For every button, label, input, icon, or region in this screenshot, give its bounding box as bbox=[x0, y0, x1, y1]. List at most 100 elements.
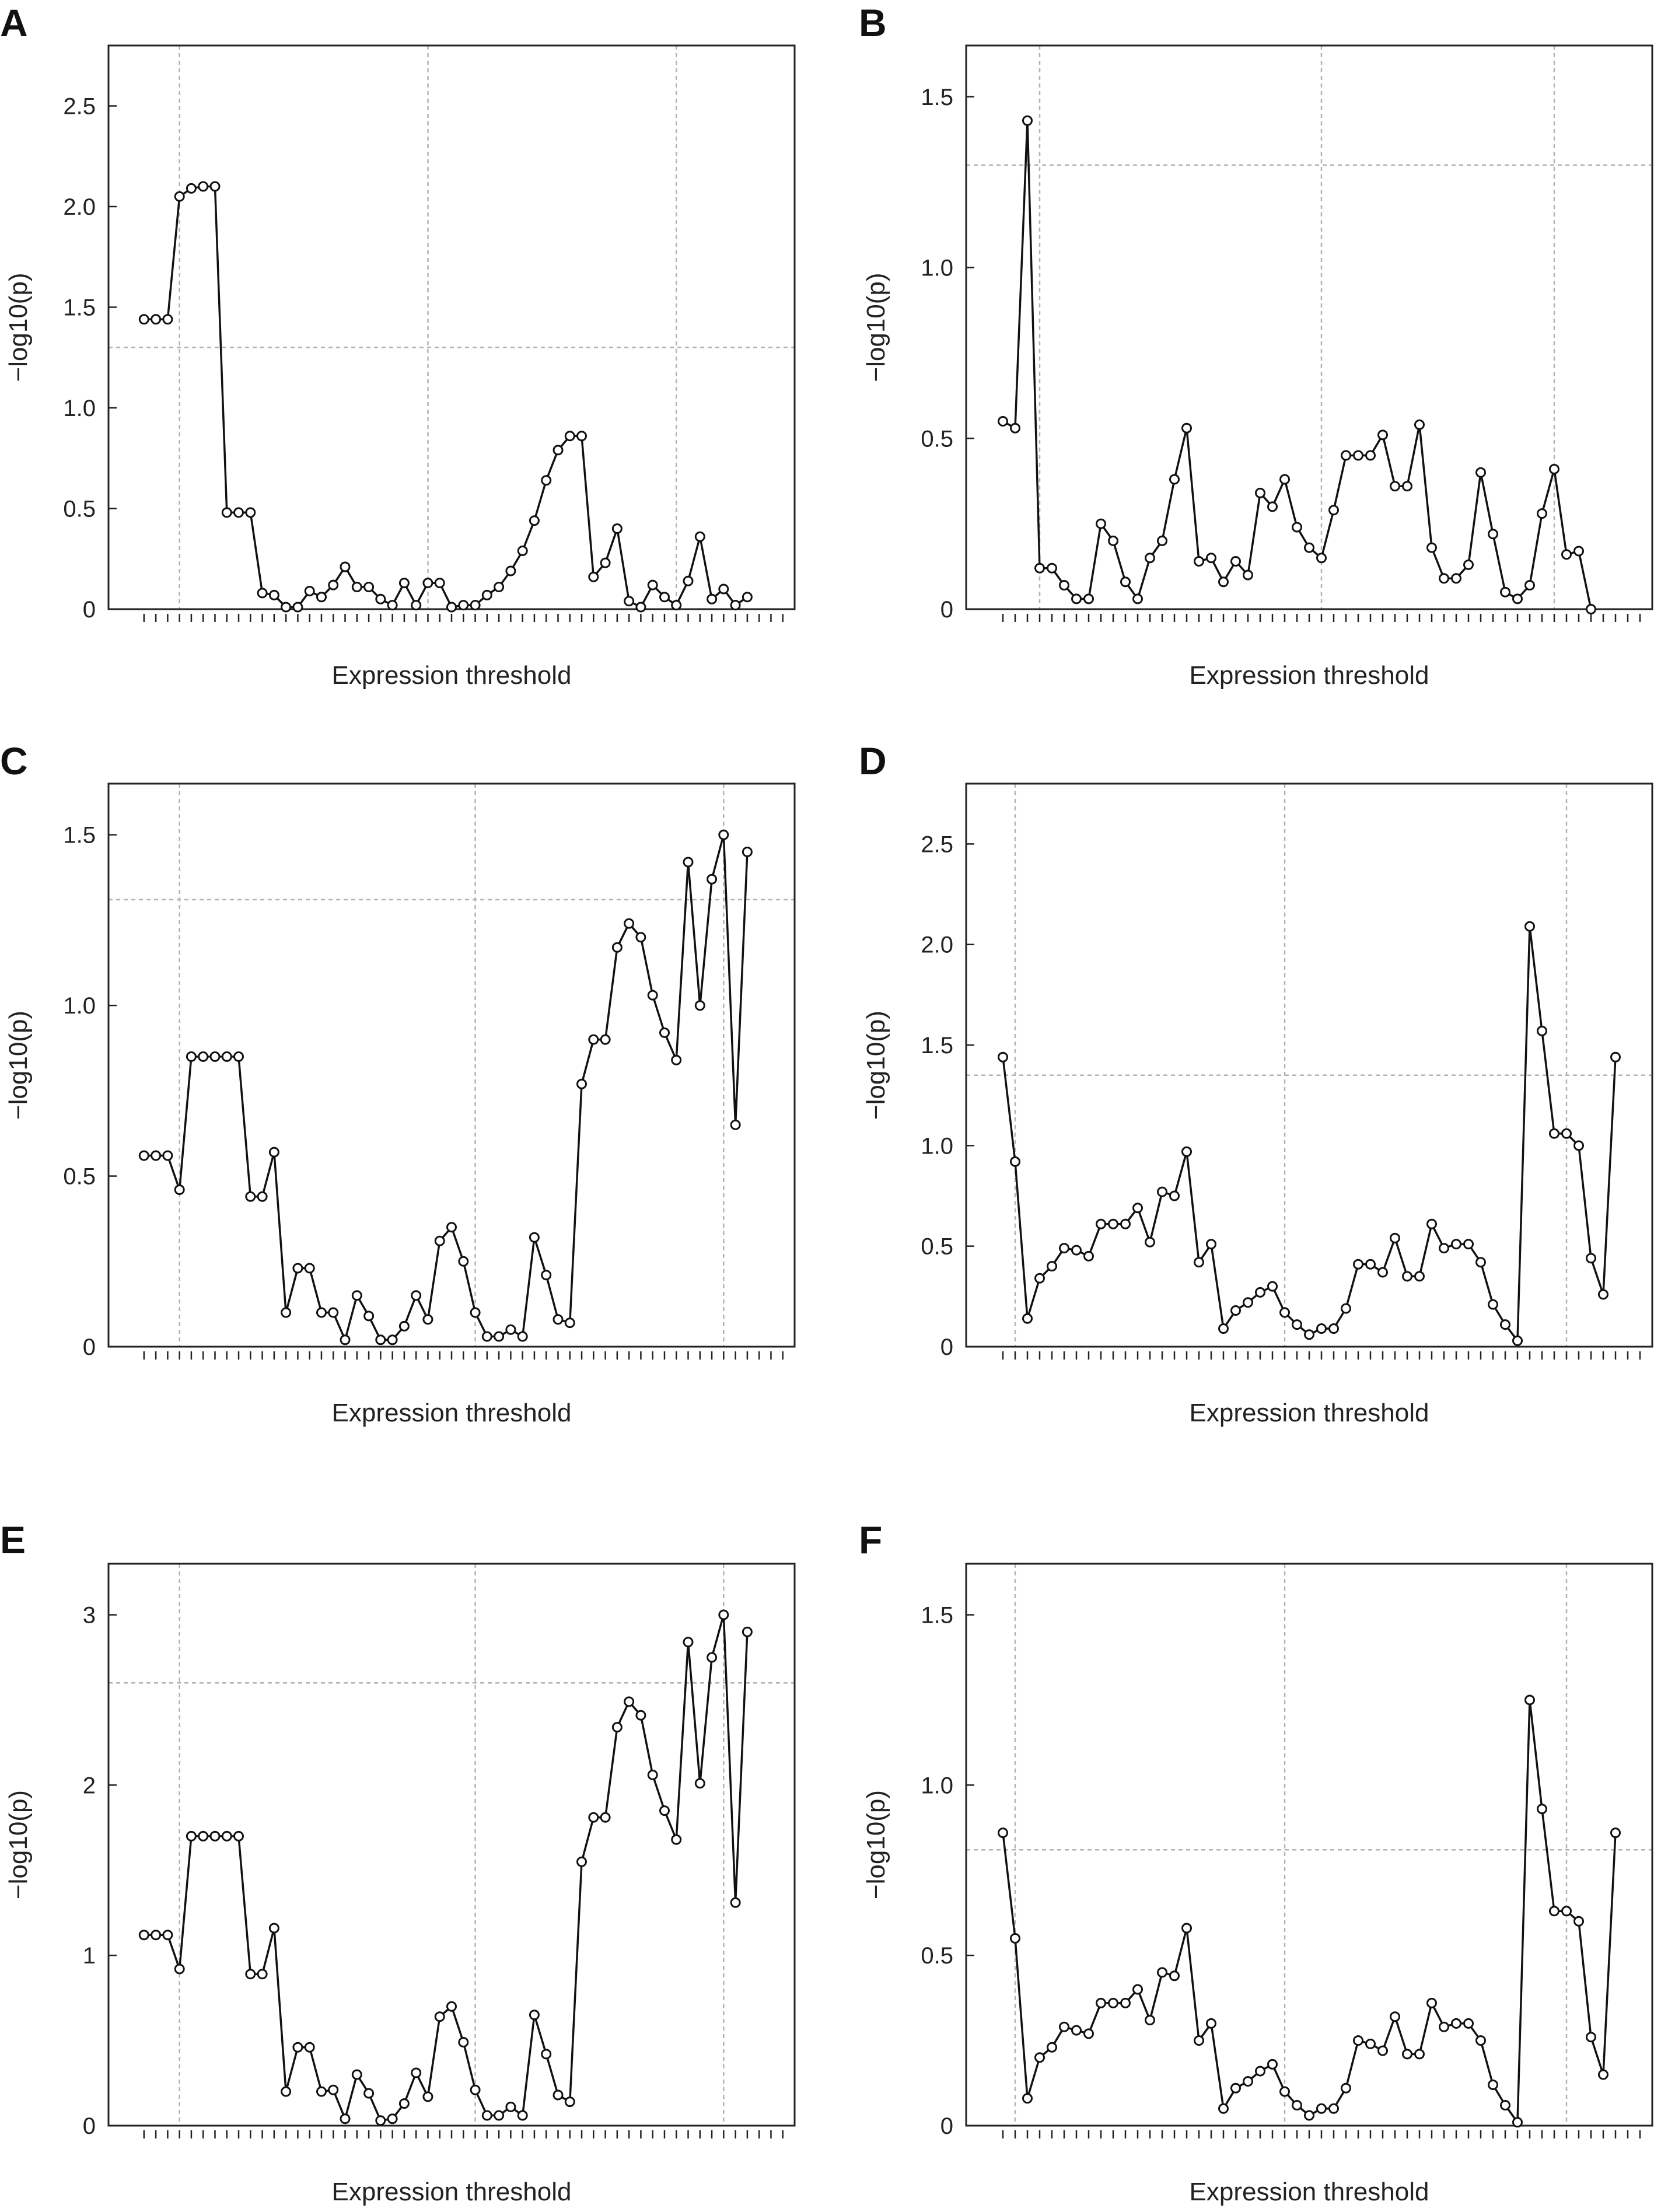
data-point bbox=[1047, 562, 1057, 574]
data-point bbox=[1463, 2018, 1474, 2029]
data-point bbox=[1524, 921, 1535, 932]
data-point bbox=[328, 579, 339, 590]
data-point bbox=[316, 592, 327, 603]
data-point bbox=[671, 1834, 682, 1845]
data-point bbox=[494, 582, 505, 592]
data-point bbox=[1402, 2049, 1412, 2060]
data-point bbox=[553, 1314, 564, 1325]
x-axis-title: Expression threshold bbox=[332, 1399, 572, 1427]
y-tick-label: 0 bbox=[83, 597, 96, 623]
data-point bbox=[1426, 1997, 1437, 2008]
data-point bbox=[198, 181, 209, 192]
data-point bbox=[647, 990, 658, 1001]
plot-frame bbox=[965, 1563, 1653, 2127]
data-point bbox=[304, 1263, 315, 1274]
data-point bbox=[1206, 2018, 1216, 2029]
panel-letter: D bbox=[859, 739, 887, 782]
data-point bbox=[529, 515, 540, 526]
data-point bbox=[1169, 474, 1180, 485]
data-point bbox=[611, 942, 623, 953]
panel-letter: F bbox=[859, 1518, 882, 1561]
data-point bbox=[541, 2049, 552, 2060]
y-tick-label: 1.0 bbox=[63, 993, 96, 1019]
data-point bbox=[517, 2110, 528, 2121]
data-point bbox=[1120, 1218, 1131, 1229]
data-point bbox=[1488, 1299, 1498, 1310]
y-axis-title: −log10(p) bbox=[4, 1011, 33, 1120]
data-point bbox=[624, 1696, 635, 1707]
data-point bbox=[434, 578, 445, 589]
data-point bbox=[446, 602, 457, 613]
data-point bbox=[1181, 1146, 1192, 1157]
data-point bbox=[162, 314, 173, 325]
data-point bbox=[1304, 2110, 1314, 2121]
chart-panel-c: C 0 0.5 1.0 1.5 Expression threshold −log10(p) bbox=[0, 739, 796, 1427]
data-point bbox=[588, 571, 599, 582]
data-point bbox=[398, 578, 410, 589]
data-point bbox=[1071, 1245, 1082, 1256]
data-point bbox=[541, 1270, 552, 1281]
data-point bbox=[257, 1191, 268, 1202]
series-line bbox=[144, 185, 748, 609]
data-point bbox=[1537, 1025, 1547, 1036]
data-point bbox=[1108, 1218, 1118, 1229]
data-point bbox=[470, 1307, 481, 1318]
data-point bbox=[505, 565, 516, 576]
data-point bbox=[576, 431, 587, 442]
data-point bbox=[1267, 1281, 1278, 1292]
data-point bbox=[245, 507, 256, 518]
data-point bbox=[221, 1830, 232, 1841]
data-point bbox=[138, 314, 149, 325]
data-point bbox=[1573, 1140, 1584, 1151]
series-line bbox=[1002, 925, 1617, 1342]
y-axis-title: −log10(p) bbox=[4, 272, 33, 382]
data-point bbox=[198, 1051, 209, 1062]
data-point bbox=[1083, 1250, 1094, 1261]
data-point bbox=[1218, 1323, 1229, 1334]
data-point bbox=[611, 1722, 623, 1733]
x-axis-title: Expression threshold bbox=[332, 2178, 572, 2206]
y-tick-label: 0.5 bbox=[921, 1234, 953, 1260]
data-point bbox=[1279, 1307, 1290, 1318]
data-point bbox=[245, 1969, 256, 1980]
data-point bbox=[742, 847, 753, 857]
y-tick-label: 3 bbox=[83, 1603, 96, 1629]
data-point bbox=[151, 1150, 162, 1161]
data-point bbox=[1108, 535, 1118, 546]
data-point bbox=[1475, 1257, 1486, 1268]
y-tick-label: 2.5 bbox=[921, 831, 953, 857]
data-point bbox=[1120, 1997, 1131, 2008]
y-tick-label: 0 bbox=[83, 1334, 96, 1360]
data-point bbox=[1096, 1218, 1106, 1229]
data-point bbox=[1194, 556, 1204, 567]
data-point bbox=[1304, 542, 1314, 553]
data-point bbox=[1255, 2066, 1265, 2077]
data-point bbox=[1414, 419, 1425, 430]
data-point bbox=[268, 1147, 279, 1158]
data-point bbox=[1463, 1239, 1474, 1250]
x-axis-title: Expression threshold bbox=[1190, 1399, 1429, 1427]
data-point bbox=[1132, 593, 1143, 604]
data-point bbox=[281, 2086, 292, 2097]
data-point bbox=[1071, 2025, 1082, 2036]
chart-panel-b: B 0 0.5 1.0 1.5 Expression threshold −log10(p) bbox=[859, 1, 1653, 690]
data-point bbox=[1512, 593, 1523, 604]
data-point bbox=[1328, 505, 1339, 516]
data-point bbox=[268, 589, 279, 600]
data-point bbox=[718, 1609, 729, 1620]
x-axis-title: Expression threshold bbox=[1190, 2178, 1429, 2206]
data-point bbox=[174, 191, 185, 202]
data-point bbox=[659, 1805, 670, 1816]
data-point bbox=[624, 596, 635, 607]
data-point bbox=[1071, 593, 1082, 604]
y-tick-label: 1.5 bbox=[921, 1033, 953, 1058]
data-point bbox=[1328, 1323, 1339, 1334]
series-line bbox=[144, 1613, 749, 2122]
y-tick-label: 0.5 bbox=[63, 497, 96, 522]
data-point bbox=[1059, 1243, 1069, 1254]
data-point bbox=[1145, 553, 1155, 564]
data-point bbox=[1365, 1259, 1376, 1270]
data-point bbox=[328, 2084, 339, 2095]
data-point bbox=[1120, 576, 1131, 588]
series-line bbox=[144, 833, 749, 1341]
